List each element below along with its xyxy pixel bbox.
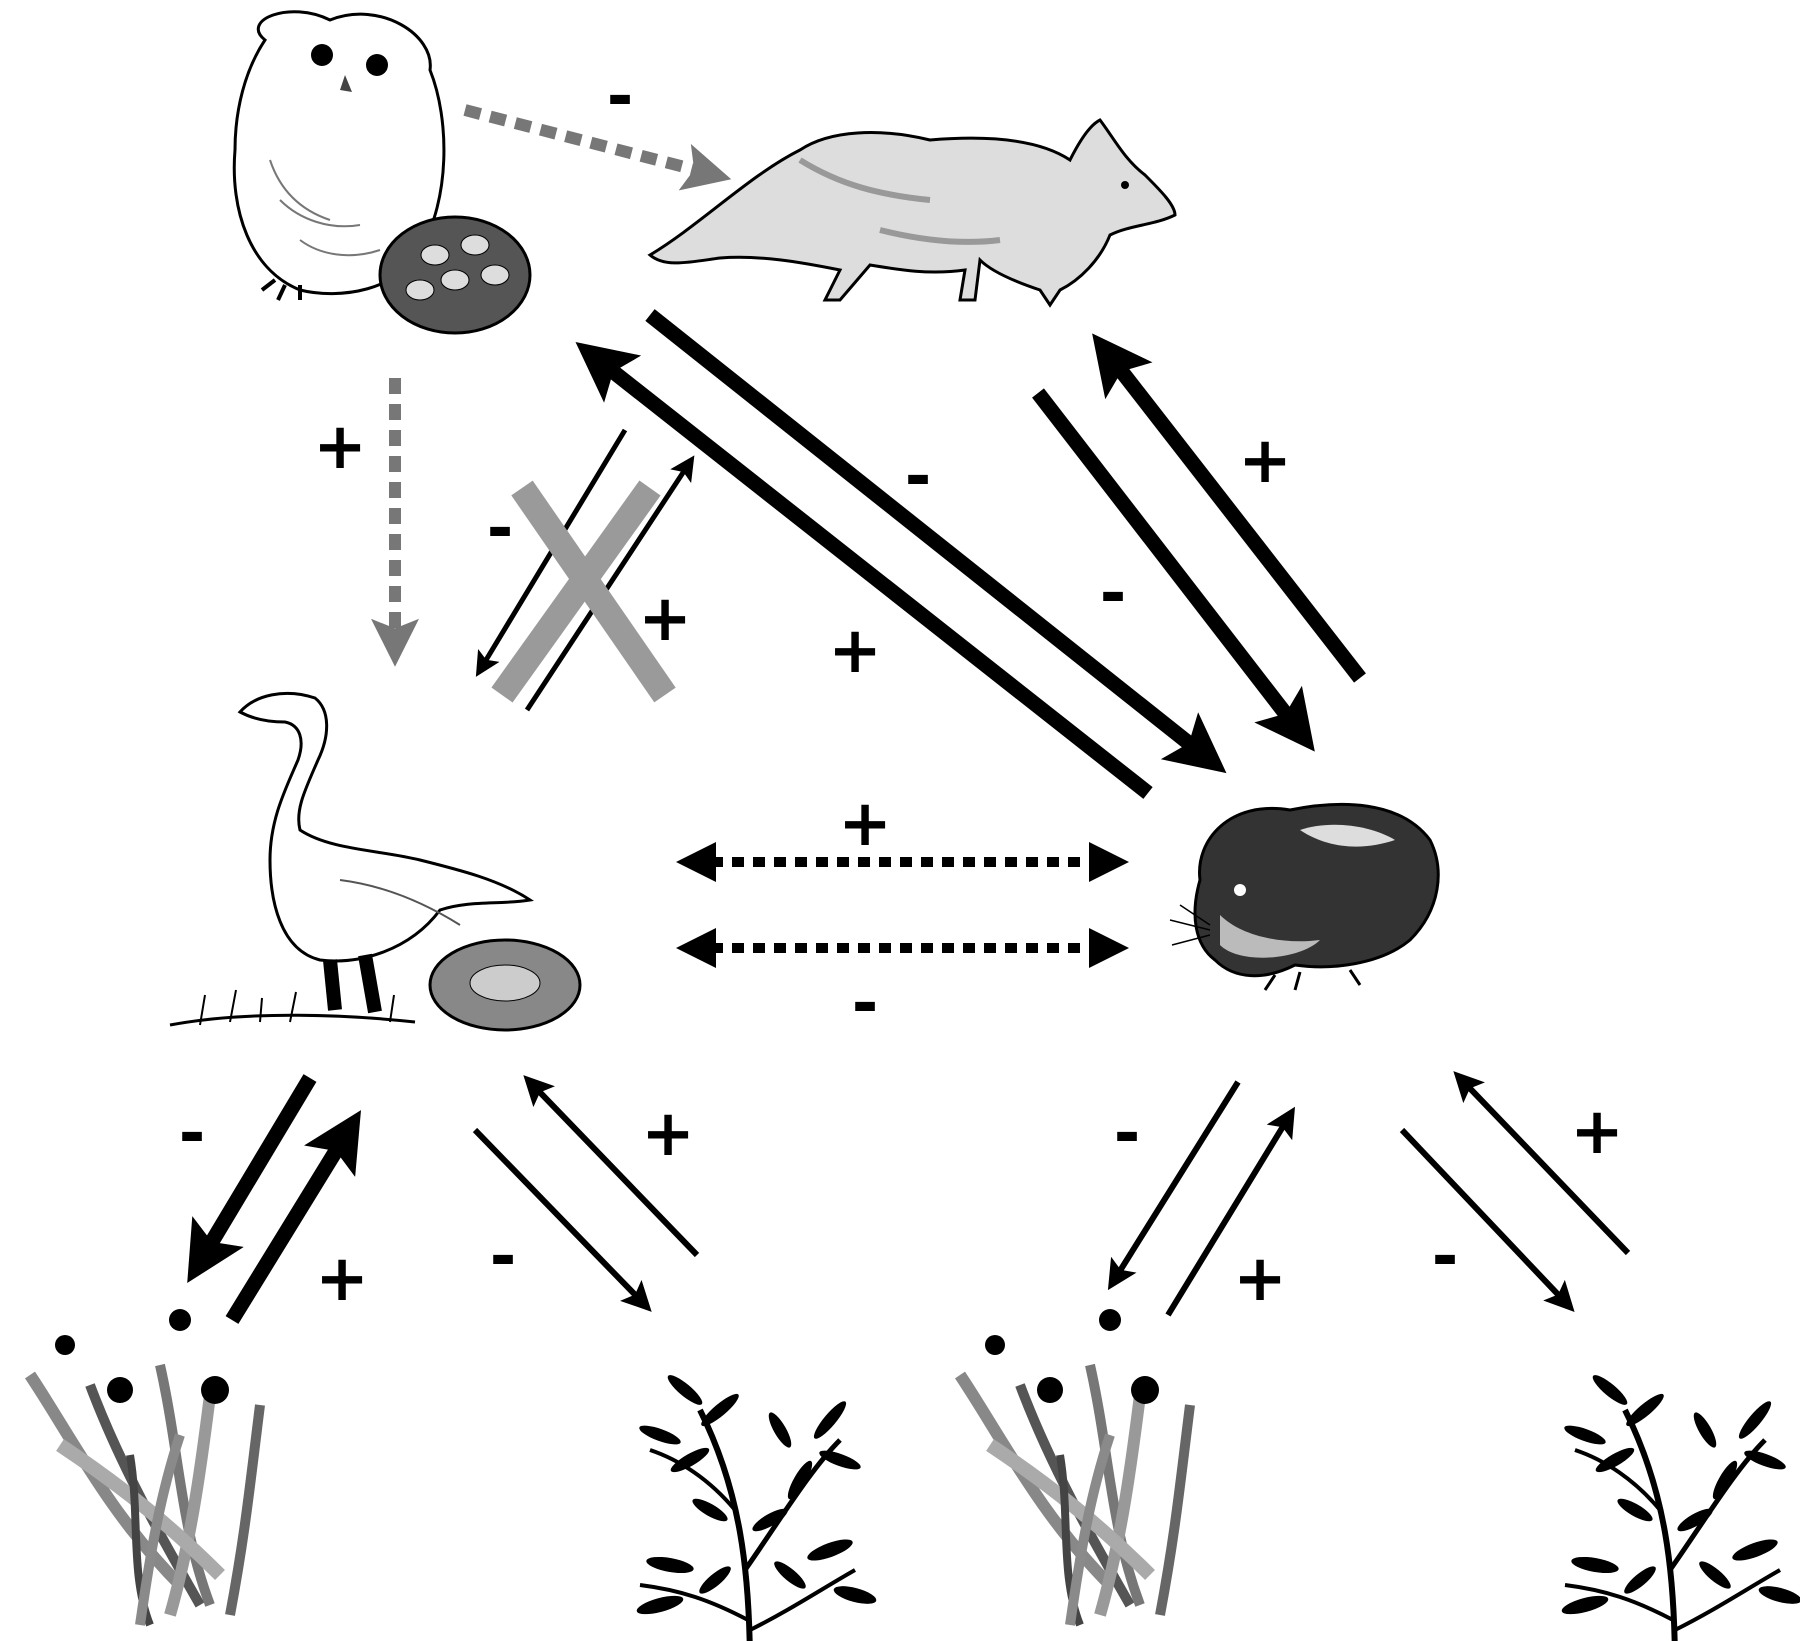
snowy-owl-with-nest-icon (232, 10, 532, 335)
sign-goose-lemming-negative: - (852, 967, 879, 1041)
arrow-lemming-graminoid (1107, 1080, 1241, 1291)
arrow-graminoid-lemming (1165, 1106, 1295, 1317)
arctic-fox-icon (647, 118, 1177, 308)
arrow-shrub-lemming (1453, 1071, 1631, 1256)
sign-fox-lemming-diag: - (905, 440, 932, 514)
sign-shrub-goose: + (641, 1097, 695, 1171)
sign-shrub-lemming: + (1570, 1095, 1624, 1169)
arrow-goose-shrub (472, 1127, 652, 1312)
sign-fox-goose: - (487, 492, 514, 566)
sign-lemming-shrub: - (1432, 1220, 1459, 1294)
arrow-graminoid-goose (225, 1110, 361, 1324)
graminoid-plant-icon (960, 1309, 1190, 1625)
arrow-shrub-goose (523, 1075, 700, 1258)
sign-owl-goose: + (313, 410, 367, 484)
arrow-fox-lemming (1032, 388, 1315, 752)
blocked-interaction-cross-icon (491, 480, 676, 703)
sign-goose-fox: + (638, 582, 692, 656)
sign-lemming-graminoid: - (1114, 1097, 1141, 1171)
arrow-lemming-fox-diag (575, 342, 1153, 799)
sign-graminoid-goose: + (315, 1242, 369, 1316)
shrub-plant-icon (635, 1371, 878, 1641)
sign-goose-graminoid: - (179, 1097, 206, 1171)
sign-fox-lemming: - (1100, 557, 1127, 631)
arrow-lemming-shrub (1399, 1127, 1575, 1312)
arrow-lemming-fox (1092, 333, 1366, 683)
sign-goose-lemming-positive: + (838, 787, 892, 861)
shrub-plant-icon (1560, 1371, 1800, 1641)
sign-owl-fox: - (607, 60, 634, 134)
sign-goose-shrub: - (490, 1220, 517, 1294)
lemming-icon (1169, 802, 1440, 991)
arrow-goose-fox (524, 455, 695, 712)
sign-lemming-fox: + (1238, 424, 1292, 498)
arrow-fox-lemming-diag (645, 309, 1227, 774)
snow-goose-with-nest-icon (169, 691, 582, 1032)
sign-lemming-fox-diag: + (828, 614, 882, 688)
arrow-owl-fox (463, 104, 732, 191)
arrow-goose-graminoid (187, 1074, 317, 1284)
graminoid-plant-icon (30, 1309, 260, 1625)
sign-graminoid-lemming: + (1233, 1242, 1287, 1316)
